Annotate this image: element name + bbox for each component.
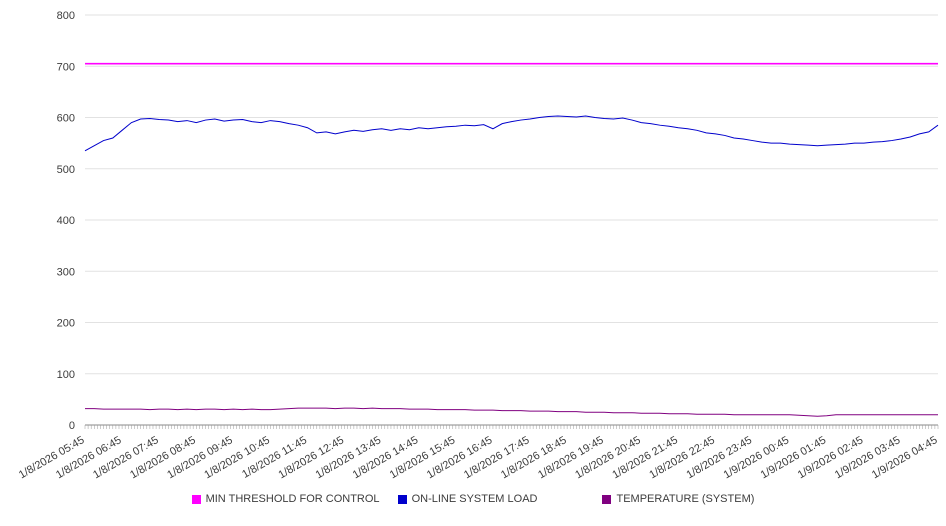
chart-legend: MIN THRESHOLD FOR CONTROL ON-LINE SYSTEM… [0, 493, 946, 505]
series-on-line-system-load [84, 115, 939, 152]
y-tick-label: 300 [57, 266, 75, 278]
y-tick-label: 400 [57, 215, 75, 227]
legend-swatch-system-load [397, 494, 407, 504]
legend-swatch-temperature [602, 494, 612, 504]
legend-item-temperature: TEMPERATURE (SYSTEM) [602, 493, 754, 505]
series-temperature-system- [85, 407, 938, 417]
y-tick-label: 500 [57, 164, 75, 176]
y-tick-label: 0 [69, 420, 75, 432]
legend-swatch-min-threshold [191, 494, 201, 504]
x-tick-label: 1/9/2026 04:45 [870, 434, 940, 481]
y-tick-label: 700 [57, 61, 75, 73]
legend-label-system-load: ON-LINE SYSTEM LOAD [411, 493, 538, 505]
y-tick-label: 100 [57, 369, 75, 381]
legend-label-min-threshold: MIN THRESHOLD FOR CONTROL [205, 493, 380, 505]
legend-item-system-load: ON-LINE SYSTEM LOAD [397, 493, 538, 505]
y-tick-label: 800 [57, 10, 75, 22]
y-tick-label: 600 [57, 113, 75, 125]
legend-label-temperature: TEMPERATURE (SYSTEM) [616, 493, 755, 505]
legend-item-min-threshold: MIN THRESHOLD FOR CONTROL [191, 493, 380, 505]
y-tick-label: 200 [57, 318, 75, 330]
